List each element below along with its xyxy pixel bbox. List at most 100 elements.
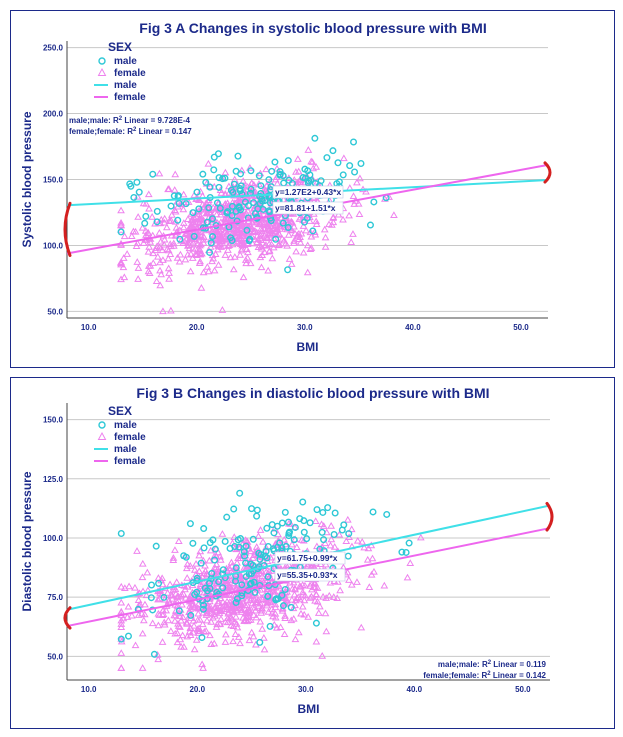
left-bracket-marker	[63, 201, 72, 258]
male-point	[366, 221, 374, 229]
female-point	[307, 244, 316, 251]
female-point	[166, 580, 174, 588]
female-point	[188, 244, 197, 252]
male-point	[319, 508, 327, 516]
male-point	[206, 248, 214, 256]
female-point	[226, 253, 235, 261]
male-point	[264, 573, 272, 581]
female-point	[171, 546, 179, 553]
female-point	[177, 616, 185, 624]
female-point	[203, 209, 212, 216]
female-point	[284, 231, 293, 238]
male-point	[135, 188, 143, 196]
female-point	[221, 251, 230, 258]
female-point	[313, 597, 322, 605]
x-tick-label: 20.0	[189, 685, 205, 694]
male-point	[242, 573, 250, 581]
female-point	[220, 228, 229, 235]
x-tick-label: 40.0	[405, 323, 421, 332]
female-point	[162, 223, 171, 231]
r-squared-annotation: male;male: R2 Linear = 9.728E-4	[69, 116, 191, 125]
female-point	[117, 664, 126, 671]
female-point	[164, 596, 173, 604]
male-point	[150, 650, 158, 658]
male-point	[167, 202, 175, 210]
male-point	[233, 595, 241, 603]
female-point	[349, 192, 358, 199]
legend-title: SEX	[108, 40, 132, 54]
female-equation: y=81.81+1.51*x	[275, 203, 336, 213]
female-point	[303, 562, 312, 570]
female-point	[249, 180, 258, 188]
male-point	[193, 588, 201, 596]
female-point	[239, 239, 248, 247]
y-tick-label: 75.0	[47, 593, 63, 602]
female-point	[260, 248, 269, 256]
female-point	[206, 602, 215, 610]
female-point	[289, 614, 298, 622]
female-point	[290, 176, 299, 183]
female-point	[229, 590, 238, 598]
male-point	[117, 228, 125, 236]
female-point	[255, 180, 263, 187]
male-point	[195, 205, 203, 213]
male-point	[207, 239, 215, 247]
female-point	[275, 230, 284, 238]
female-point	[347, 580, 356, 588]
male-point	[369, 508, 377, 516]
female-point	[280, 630, 289, 638]
y-tick-label: 100.0	[43, 534, 64, 543]
female-point	[299, 248, 308, 256]
female-point	[350, 200, 359, 207]
scatter-points	[117, 134, 398, 315]
female-point	[224, 242, 232, 249]
female-point	[165, 185, 173, 192]
female-point	[292, 168, 300, 175]
male-point	[240, 548, 248, 556]
male-point	[270, 529, 278, 537]
female-point	[224, 584, 232, 591]
female-point	[153, 252, 162, 260]
female-point	[406, 559, 415, 566]
female-point	[271, 175, 280, 183]
female-point	[196, 257, 204, 265]
r2-value: Linear = 9.728E-4	[122, 116, 190, 125]
female-point	[138, 664, 147, 671]
female-point	[120, 232, 129, 240]
female-point	[196, 250, 205, 258]
female-point	[134, 264, 143, 271]
male-point	[219, 584, 227, 592]
female-point	[221, 638, 230, 645]
male-point	[203, 587, 211, 595]
female-point	[262, 543, 270, 551]
female-point	[140, 610, 149, 618]
legend-female-marker	[97, 431, 107, 440]
female-point	[236, 212, 245, 220]
x-axis-label: BMI	[298, 702, 320, 716]
male-point	[398, 548, 406, 556]
male-point	[284, 157, 292, 165]
female-point	[234, 633, 243, 640]
female-point	[230, 533, 239, 540]
female-point	[214, 261, 223, 268]
female-point	[255, 220, 264, 227]
female-point	[153, 650, 162, 658]
female-point	[176, 623, 184, 630]
legend-label-female: female	[114, 68, 146, 79]
male-point	[330, 530, 338, 538]
female-point	[315, 602, 324, 610]
female-point	[300, 596, 309, 604]
male-point	[200, 544, 208, 552]
female-point	[211, 603, 219, 610]
y-axis-label: Systolic blood pressure	[20, 111, 34, 247]
female-point	[142, 199, 150, 207]
female-point	[321, 243, 330, 250]
female-point	[170, 186, 179, 193]
female-point	[193, 616, 202, 623]
female-point	[322, 627, 331, 635]
female-point	[345, 533, 353, 541]
female-point	[281, 612, 289, 619]
female-point	[143, 568, 152, 576]
male-point	[250, 199, 258, 207]
female-point	[138, 559, 147, 567]
